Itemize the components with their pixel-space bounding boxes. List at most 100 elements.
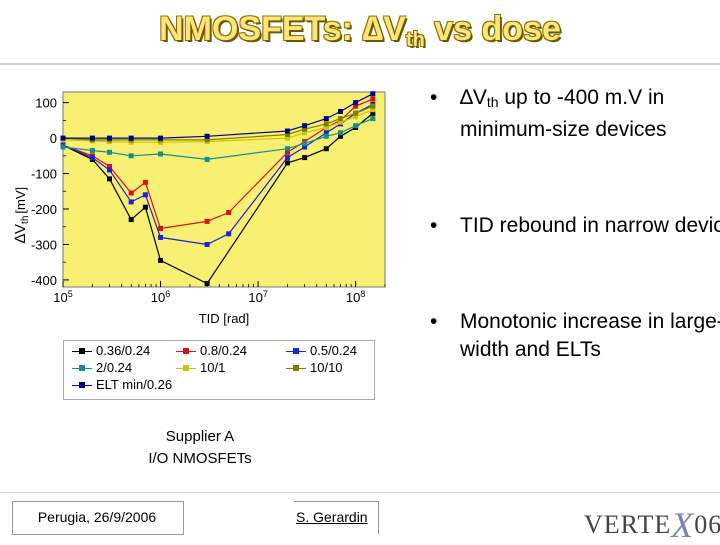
y-axis-label-unit: [mV] (13, 187, 28, 214)
series-line (62, 109, 374, 143)
chart-legend: 0.36/0.24 0.8/0.24 0.5/0.24 2/0.24 10/1 10/10… (63, 340, 375, 400)
legend-marker (79, 365, 85, 371)
legend-label: 10/10 (310, 360, 343, 375)
data-point (158, 234, 163, 240)
data-point (60, 144, 66, 150)
data-point (128, 135, 134, 141)
data-point (285, 128, 290, 134)
footer-date: Perugia, 26/9/2006 (37, 509, 157, 525)
data-point (370, 96, 376, 102)
supplier-line-2: I/O NMOSFETs (148, 450, 252, 467)
x-tick-label: 107 (248, 289, 267, 305)
data-point (204, 218, 210, 224)
data-point (285, 135, 290, 141)
legend-label: 0.5/0.24 (310, 343, 357, 358)
data-point (338, 119, 343, 125)
data-point (89, 155, 95, 161)
data-point (285, 155, 290, 161)
series-line (62, 118, 374, 161)
data-point (142, 192, 148, 198)
logo-left: VERTE (584, 510, 672, 539)
y-axis-label-sub: th (20, 216, 31, 224)
footer-author: S. Gerardin (296, 509, 368, 525)
logo-x: X (671, 505, 695, 545)
data-point (89, 148, 95, 153)
data-point (323, 133, 329, 139)
data-point (158, 151, 163, 157)
data-point (353, 103, 359, 109)
title-rest: vs dose (424, 10, 561, 48)
data-point (302, 123, 308, 129)
bullet-dot: • (430, 214, 438, 237)
data-point (204, 133, 210, 139)
data-point (302, 130, 308, 136)
data-point (226, 231, 232, 237)
data-point (128, 153, 134, 159)
grid-layer (62, 91, 386, 288)
legend-label: ELT min/0.26 (96, 377, 173, 392)
footer-date-box (12, 501, 184, 535)
data-point (285, 132, 290, 137)
data-point (353, 114, 359, 120)
legend-label: 10/1 (200, 360, 226, 375)
y-axis-label: ∆Vth [mV] (12, 187, 31, 243)
legend-marker (79, 348, 85, 354)
x-tick-label: 108 (346, 289, 365, 305)
data-point (338, 130, 343, 136)
footer-author-box (294, 501, 379, 534)
data-point (323, 125, 329, 130)
x-tick-label: 105 (53, 289, 72, 305)
slide-title: NMOSFETs: ∆Vth vs dose (0, 10, 720, 52)
data-point (353, 110, 359, 116)
title-subscript: th (405, 29, 425, 51)
data-point (323, 116, 329, 122)
data-point (107, 149, 112, 155)
data-point (302, 155, 308, 161)
data-point (142, 204, 148, 210)
data-point (370, 91, 376, 97)
logo-year: 06 (694, 510, 720, 539)
x-tick-label: 106 (151, 289, 170, 305)
bullet-dot: • (430, 86, 438, 109)
data-point (338, 109, 343, 114)
y-tick-label: -400 (31, 273, 57, 288)
y-tick-label: 0 (50, 131, 57, 146)
y-axis-label-delta: ∆V (12, 224, 29, 243)
tick-layer: 105 106 107 108 100 0 -100 -200 -300 -400 (31, 96, 386, 305)
threshold-shift-chart: 105 106 107 108 100 0 -100 -200 -300 -400 ∆Vth [mV… (12, 91, 386, 326)
y-axis-label-main: ∆Vth [mV] (12, 187, 31, 243)
legend-marker (183, 365, 189, 371)
data-point (353, 123, 359, 129)
series-layer (60, 91, 376, 286)
bullet-vth-shift: • ∆Vth up to -400 m.V in minimum-size dev… (420, 84, 720, 144)
data-point (323, 121, 329, 127)
data-point (370, 116, 376, 122)
data-point (302, 126, 308, 132)
data-point (158, 226, 163, 231)
legend-label: 0.36/0.24 (96, 343, 151, 358)
data-point (128, 217, 134, 223)
y-tick-label: -300 (31, 237, 57, 252)
legend-marker (183, 348, 189, 354)
data-point (302, 140, 308, 146)
data-point (107, 167, 112, 173)
legend-label: 2/0.24 (96, 360, 133, 375)
y-tick-label: -100 (31, 167, 57, 182)
data-point (107, 176, 112, 182)
legend-label: 0.8/0.24 (200, 343, 247, 358)
supplier-caption: Supplier A I/O NMOSFETs (110, 426, 290, 470)
data-point (302, 144, 308, 150)
plot-frame (62, 91, 386, 288)
data-point (323, 146, 329, 152)
data-point (285, 160, 290, 166)
data-point (353, 100, 359, 106)
legend-marker (293, 348, 299, 354)
data-point (158, 135, 163, 141)
bullet-monotonic: • Monotonic increase in large-width and E… (420, 308, 720, 364)
y-tick-label: 100 (35, 96, 57, 111)
data-point (338, 133, 343, 139)
data-point (285, 146, 290, 152)
bullet-tid-rebound: • TID rebound in narrow devices (420, 212, 720, 240)
title-divider (0, 63, 720, 65)
bullet-2-text: TID rebound in narrow devices (460, 214, 720, 237)
